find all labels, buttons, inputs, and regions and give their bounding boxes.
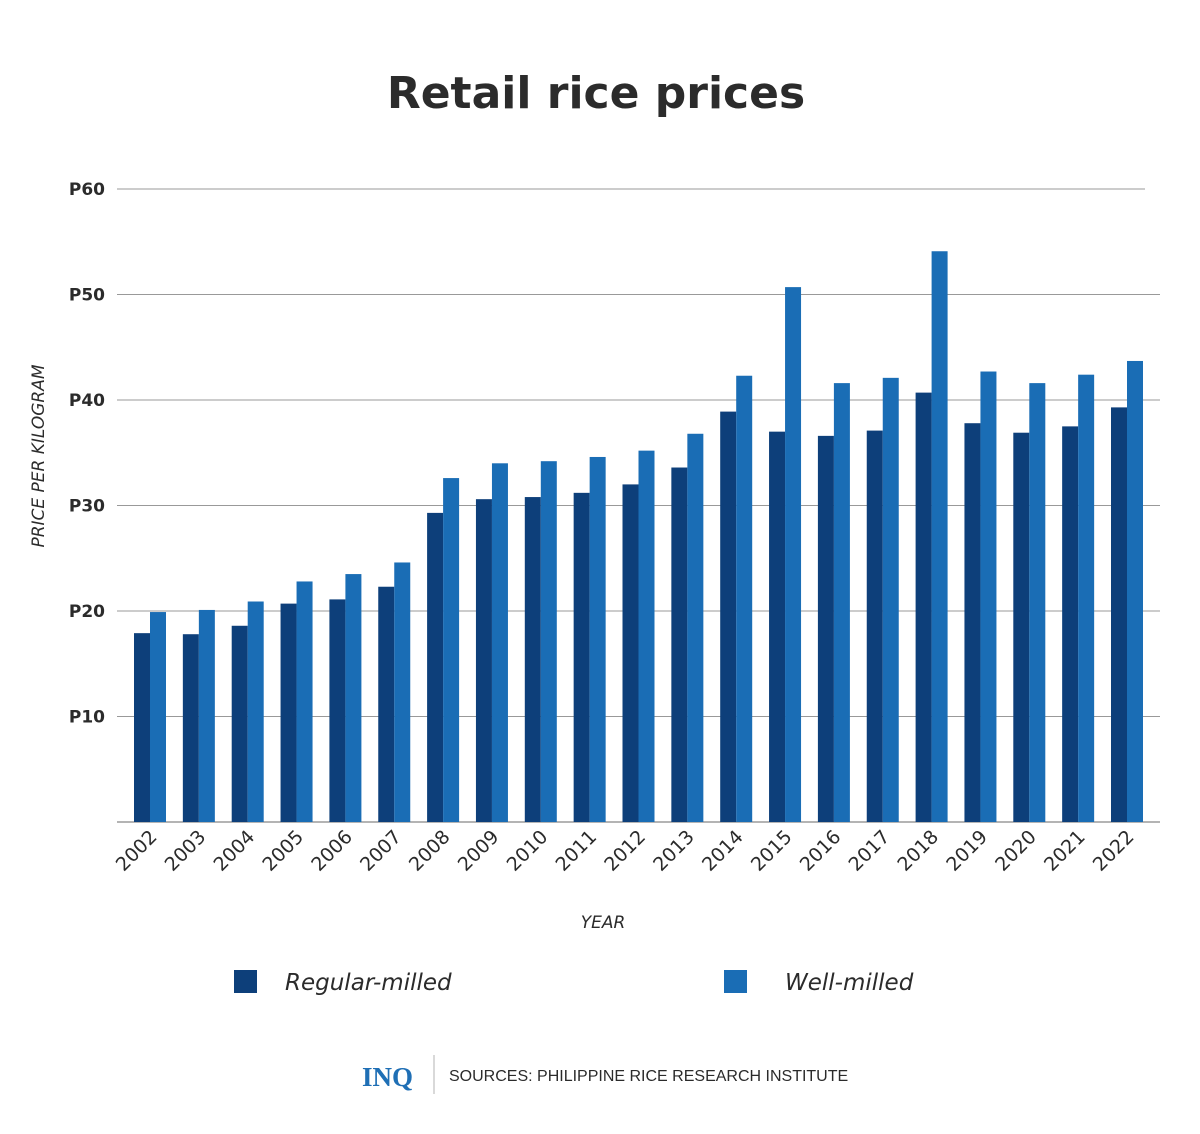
bar-regular-milled-2008: [427, 512, 444, 822]
bar-well-milled-2011: [589, 456, 606, 822]
x-tick-label: 2021: [1040, 826, 1090, 876]
bar-well-milled-2015: [785, 287, 802, 822]
bar-well-milled-2016: [833, 383, 850, 822]
bar-regular-milled-2018: [915, 392, 932, 822]
bar-regular-milled-2005: [280, 603, 297, 822]
y-axis-label: PRICE PER KILOGRAM: [29, 364, 49, 547]
x-tick-label: 2007: [356, 826, 406, 876]
legend-label-regular-milled: Regular-milled: [285, 970, 452, 996]
y-tick-label: P60: [69, 180, 105, 200]
bar-well-milled-2021: [1078, 374, 1095, 822]
x-tick-label: 2018: [893, 826, 943, 876]
bar-well-milled-2008: [443, 478, 460, 822]
bar-regular-milled-2002: [134, 633, 150, 822]
x-tick-label: 2017: [845, 826, 895, 876]
x-tick-label: 2009: [454, 826, 504, 876]
bar-regular-milled-2022: [1111, 407, 1127, 822]
bar-regular-milled-2020: [1013, 432, 1030, 822]
bar-well-milled-2006: [345, 574, 362, 822]
bar-well-milled-2010: [540, 461, 557, 822]
x-tick-label: 2020: [991, 826, 1041, 876]
x-tick-label: 2011: [551, 826, 601, 876]
bar-regular-milled-2011: [573, 492, 590, 822]
bar-regular-milled-2007: [378, 586, 395, 822]
bar-regular-milled-2012: [622, 484, 639, 822]
bar-well-milled-2007: [394, 562, 411, 822]
x-tick-label: 2008: [405, 826, 455, 876]
bar-well-milled-2013: [687, 433, 704, 822]
bar-regular-milled-2004: [231, 625, 248, 822]
x-tick-label: 2003: [161, 826, 211, 876]
bar-regular-milled-2006: [329, 599, 346, 822]
x-tick-label: 2022: [1089, 826, 1139, 876]
x-tick-label: 2016: [796, 826, 846, 876]
x-tick-label: 2010: [503, 826, 553, 876]
bar-well-milled-2018: [931, 251, 948, 822]
legend-label-well-milled: Well-milled: [785, 970, 914, 996]
bar-well-milled-2020: [1029, 383, 1046, 822]
x-tick-label: 2019: [942, 826, 992, 876]
x-tick-label: 2015: [747, 826, 797, 876]
legend-swatch-well-milled: [724, 970, 747, 993]
legend-swatch-regular-milled: [234, 970, 257, 993]
x-tick-label: 2013: [649, 826, 699, 876]
bar-well-milled-2022: [1127, 360, 1143, 822]
bar-regular-milled-2009: [475, 499, 492, 822]
legend: Regular-milled Well-milled: [234, 970, 914, 996]
bar-well-milled-2019: [980, 371, 997, 822]
chart-title: Retail rice prices: [387, 68, 805, 119]
y-tick-label: P20: [69, 602, 105, 622]
bar-well-milled-2004: [247, 601, 264, 822]
y-tick-label: P30: [69, 497, 105, 517]
bar-regular-milled-2016: [817, 435, 834, 822]
y-tick-label: P40: [69, 391, 105, 411]
x-tick-label: 2004: [209, 826, 259, 876]
bar-regular-milled-2010: [524, 497, 541, 822]
bar-regular-milled-2019: [964, 423, 981, 822]
x-tick-label: 2006: [307, 826, 357, 876]
bar-regular-milled-2013: [671, 467, 688, 822]
x-tick-label: 2014: [698, 826, 748, 876]
x-tick-label: 2002: [112, 826, 162, 876]
bar-well-milled-2005: [296, 581, 313, 822]
x-axis-label: YEAR: [581, 913, 626, 933]
y-tick-label: P10: [69, 708, 105, 728]
x-tick-label: 2012: [600, 826, 650, 876]
x-axis-ticks: 2002 2003 2004 2005 2006 2007 2008 2009 2010 2011…: [112, 826, 1139, 876]
x-tick-label: 2005: [258, 826, 308, 876]
bar-well-milled-2014: [736, 375, 753, 822]
bar-regular-milled-2021: [1062, 426, 1079, 822]
inq-logo: INQ: [362, 1062, 413, 1092]
bar-well-milled-2003: [198, 609, 215, 822]
bar-regular-milled-2003: [182, 634, 199, 822]
bar-regular-milled-2015: [769, 431, 786, 822]
bar-regular-milled-2014: [720, 411, 737, 822]
bar-well-milled-2017: [882, 377, 899, 822]
y-tick-label: P50: [69, 286, 105, 306]
bar-well-milled-2012: [638, 450, 655, 822]
footer: INQ SOURCES: PHILIPPINE RICE RESEARCH IN…: [362, 1055, 848, 1094]
bar-well-milled-2009: [491, 463, 508, 822]
y-axis-ticks: P10 P20 P30 P40 P50 P60: [69, 180, 105, 728]
bar-regular-milled-2017: [866, 430, 883, 822]
bar-well-milled-2002: [150, 612, 166, 822]
source-text: SOURCES: PHILIPPINE RICE RESEARCH INSTIT…: [449, 1068, 848, 1085]
bars: [134, 251, 1143, 822]
